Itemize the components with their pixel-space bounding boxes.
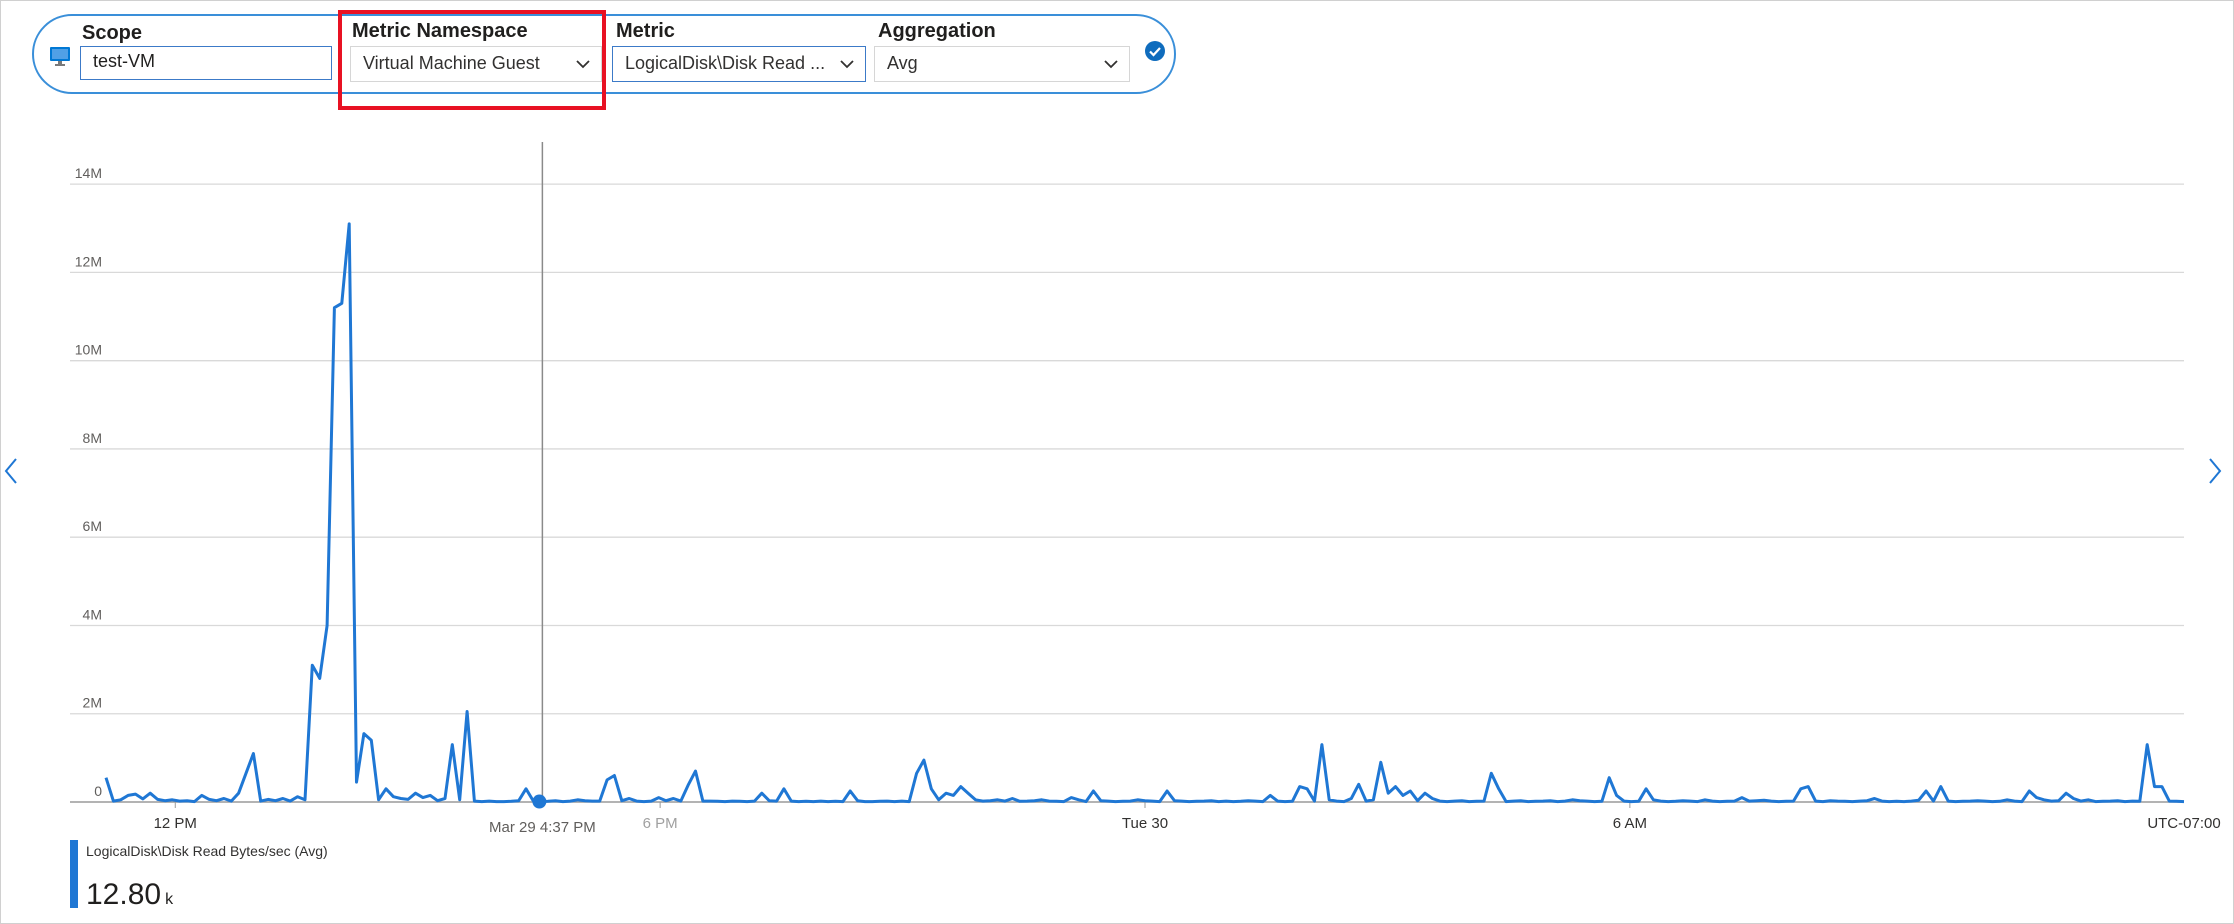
aggregation-label: Aggregation [878,20,996,42]
chevron-down-icon [576,60,590,69]
chevron-down-icon [840,60,854,69]
legend-series-name: LogicalDisk\Disk Read Bytes/sec (Avg) [86,843,328,859]
legend-value-number: 12.80 [86,878,162,911]
virtual-machine-icon [50,47,70,66]
y-tick-label: 12M [75,253,102,269]
namespace-highlight-box [338,10,606,110]
y-tick-label: 14M [75,165,102,181]
y-tick-label: 8M [83,430,102,446]
x-tick-label: 6 PM [643,815,678,832]
chevron-left-icon[interactable] [2,456,20,486]
x-tick-label: 6 AM [1613,815,1647,832]
timezone-label: UTC-07:00 [2147,815,2220,832]
aggregation-value: Avg [887,53,918,73]
checkmark-circle-icon[interactable] [1144,40,1166,62]
cursor-time-label: Mar 29 4:37 PM [489,819,596,836]
y-tick-label: 6M [83,518,102,534]
legend-color-bar [70,840,78,908]
metric-namespace-value: Virtual Machine Guest [363,53,540,73]
x-tick-label: 12 PM [154,815,197,832]
metric-namespace-dropdown[interactable]: Virtual Machine Guest [350,46,602,82]
cursor-dot [532,794,547,809]
y-tick-label: 4M [83,606,102,622]
metric-label: Metric [616,20,675,42]
scope-input[interactable]: test-VM [80,46,332,80]
series-line [104,222,2185,804]
metric-namespace-label: Metric Namespace [352,20,528,42]
x-tick-label: Tue 30 [1122,815,1168,832]
y-tick-label: 0 [94,783,102,799]
legend-value: 12.80 k [86,878,173,912]
chevron-right-icon[interactable] [2206,456,2224,486]
y-tick-label: 10M [75,342,102,358]
chevron-down-icon [1104,60,1118,69]
legend-value-unit: k [165,891,174,908]
y-tick-label: 2M [83,695,102,711]
aggregation-dropdown[interactable]: Avg [874,46,1130,82]
metric-value: LogicalDisk\Disk Read ... [625,53,826,73]
metric-dropdown[interactable]: LogicalDisk\Disk Read ... [612,46,866,82]
scope-label: Scope [82,22,143,44]
